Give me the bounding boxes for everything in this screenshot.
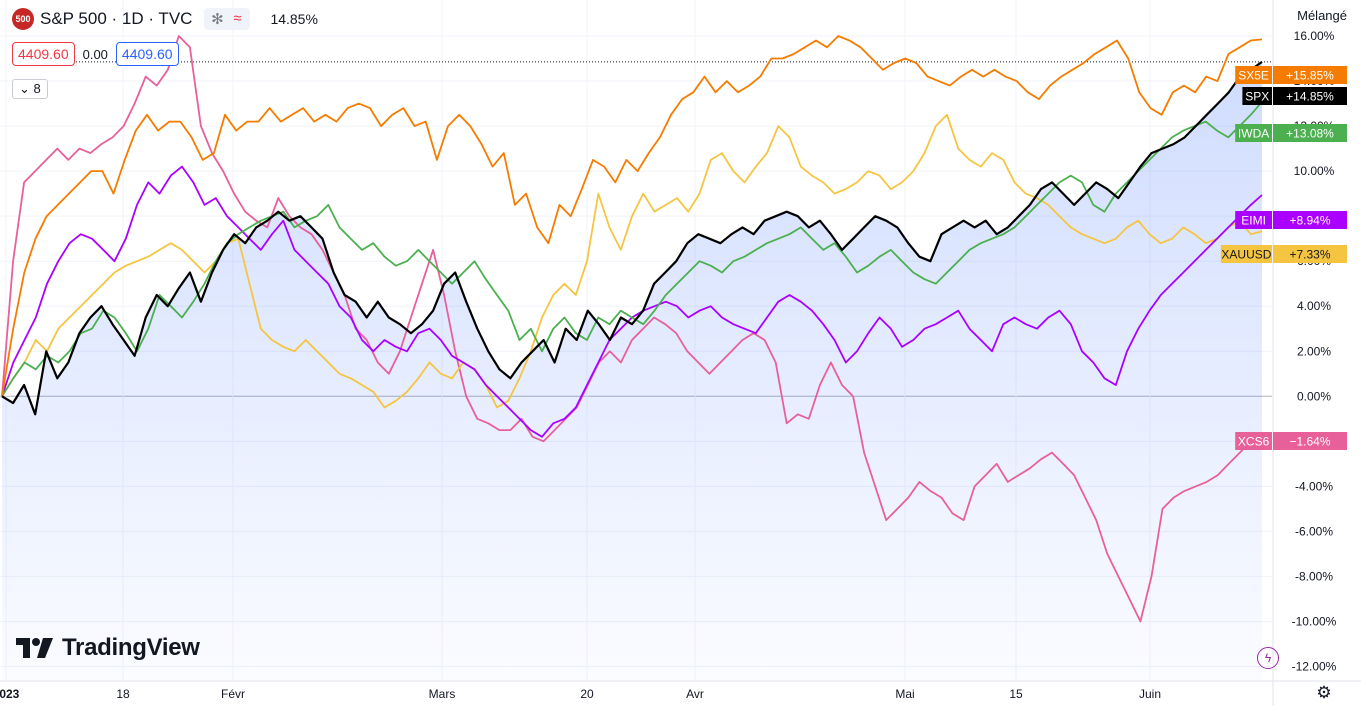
label-value: +8.94% [1289, 214, 1330, 228]
price-open-box[interactable]: 4409.60 [12, 42, 75, 66]
header-icon-group[interactable]: ✻ ≈ [204, 8, 251, 30]
last-value-label-sx5e: SX5E +15.85% [1235, 66, 1347, 84]
y-tick-label: 0.00% [1297, 389, 1331, 403]
label-name: SPX [1245, 90, 1269, 104]
tradingview-wordmark: TradingView [62, 634, 200, 661]
label-name: SX5E [1238, 69, 1269, 83]
last-value-label-iwda: IWDA +13.08% [1235, 124, 1347, 142]
y-tick-label: -8.00% [1295, 569, 1333, 583]
label-value-bg [1273, 432, 1347, 450]
label-name: IWDA [1238, 127, 1269, 141]
flash-icon[interactable]: ϟ [1257, 647, 1279, 669]
label-value: +15.85% [1286, 69, 1334, 83]
price-close-box[interactable]: 4409.60 [115, 42, 179, 66]
series-line-xcs6 [1, 35, 1263, 623]
x-tick-label: Mars [429, 687, 456, 701]
x-tick-label: Avr [686, 687, 704, 701]
label-value-bg [1273, 245, 1347, 263]
label-value: −1.64% [1289, 435, 1330, 449]
label-name: EIMI [1241, 214, 1266, 228]
collapse-count: 8 [33, 81, 41, 96]
symbol-header[interactable]: 500 S&P 500 · 1D · TVC ✻ ≈ 14.85% [12, 8, 318, 30]
last-value-label-spx: SPX +14.85% [1242, 87, 1347, 105]
x-tick-label: 15 [1009, 687, 1023, 701]
last-value-label-xauusd: XAUUSD +7.33% [1220, 245, 1347, 263]
spx-area [2, 61, 1262, 680]
series-line-xauusd [1, 113, 1263, 409]
gear-icon[interactable]: ⚙ [1316, 683, 1332, 702]
x-tick-label: 20 [580, 687, 594, 701]
x-tick-label: Mai [895, 687, 914, 701]
label-name-bg [1235, 124, 1272, 142]
label-name-bg [1235, 66, 1272, 84]
label-name: XAUUSD [1221, 248, 1271, 262]
y-tick-label: -10.00% [1292, 614, 1337, 628]
y-tick-label: 4.00% [1297, 299, 1331, 313]
y-tick-label: -4.00% [1295, 479, 1333, 493]
x-tick-label: Févr [221, 687, 245, 701]
x-tick-label: 18 [116, 687, 130, 701]
sp500-logo: 500 [12, 8, 34, 30]
scale-mode-label[interactable]: Mélangé [1297, 8, 1347, 23]
label-name: XCS6 [1238, 435, 1270, 449]
x-tick-label: Juin [1139, 687, 1161, 701]
y-tick-label: 10.00% [1294, 164, 1335, 178]
last-value-label-xcs6: XCS6 −1.64% [1235, 432, 1347, 450]
series-lines [1, 35, 1263, 623]
y-tick-label: -12.00% [1292, 659, 1337, 673]
label-value-bg [1273, 66, 1347, 84]
y-tick-label: 16.00% [1294, 29, 1335, 43]
label-name-bg [1235, 432, 1272, 450]
label-name-bg [1220, 245, 1272, 263]
label-value: +13.08% [1286, 127, 1334, 141]
label-name-bg [1242, 87, 1272, 105]
asterisk-icon[interactable]: ✻ [211, 11, 224, 28]
tv-mark-icon [16, 638, 53, 658]
series-line-sx5e [1, 35, 1263, 397]
price-row: 4409.60 0.00 4409.60 [12, 42, 179, 66]
x-tick-label: 2023 [0, 687, 20, 701]
header-change-pct: 14.85% [270, 11, 318, 27]
series-line-iwda [1, 101, 1263, 397]
y-tick-label: 2.00% [1297, 344, 1331, 358]
x-axis[interactable]: 2023 18 Févr Mars 20 Avr Mai 15 Juin [0, 687, 1161, 701]
series-line-spx [1, 61, 1263, 416]
label-name-bg [1235, 211, 1272, 229]
spx-area-fill [2, 61, 1262, 680]
label-value-bg [1273, 211, 1347, 229]
symbol-title[interactable]: S&P 500 · 1D · TVC [40, 9, 193, 28]
label-value: +14.85% [1286, 90, 1334, 104]
y-tick-label: -6.00% [1295, 524, 1333, 538]
wave-icon[interactable]: ≈ [233, 10, 242, 27]
label-value-bg [1273, 124, 1347, 142]
tradingview-logo[interactable]: TradingView [16, 634, 200, 662]
series-last-value-labels: SX5E +15.85% SPX +14.85% IWDA +13.08% EIMI +8.9… [1220, 66, 1347, 450]
indicators-collapse-button[interactable]: ⌄ 8 [12, 79, 48, 99]
chevron-down-icon: ⌄ [19, 81, 30, 96]
label-value-bg [1273, 87, 1347, 105]
last-value-label-eimi: EIMI +8.94% [1235, 211, 1347, 229]
label-value: +7.33% [1289, 248, 1330, 262]
price-change: 0.00 [82, 46, 108, 62]
